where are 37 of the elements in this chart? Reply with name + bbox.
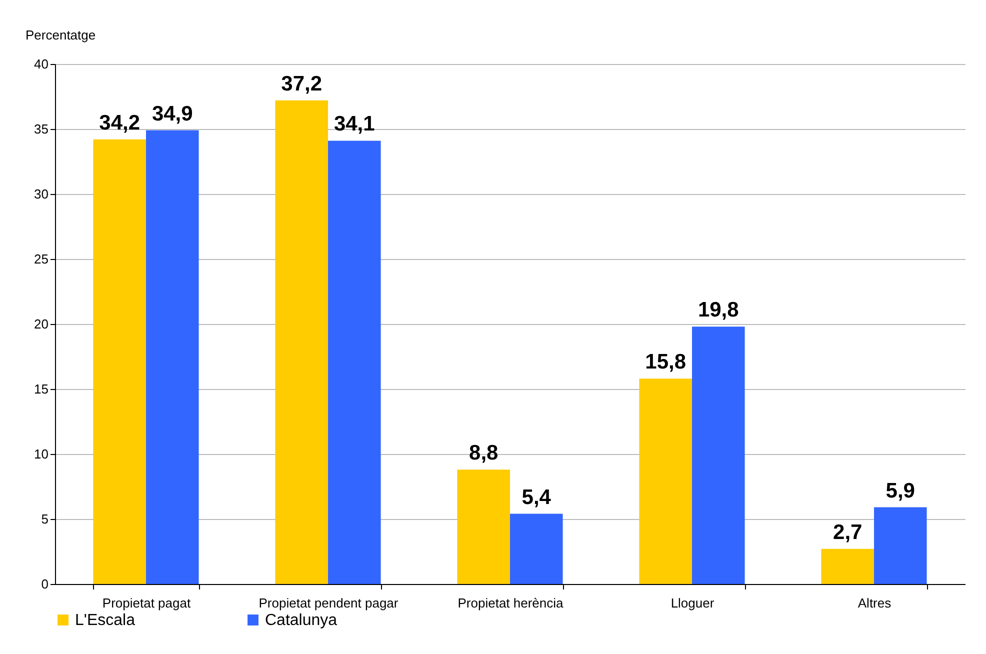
bar [510,514,563,584]
y-tick-label: 40 [34,56,48,72]
bar [275,100,328,584]
y-tick-label: 20 [34,316,48,332]
y-tick-label: 0 [41,576,48,592]
data-label: 15,8 [645,350,686,374]
data-label: 34,1 [334,112,376,136]
data-label: 8,8 [469,442,499,465]
y-tick-label: 30 [34,186,48,202]
data-label: 34,9 [152,102,193,126]
bar [146,130,199,584]
y-tick-label: 25 [34,252,48,266]
data-label: 37,2 [281,72,322,96]
bar [639,378,692,584]
bar [93,139,146,584]
x-tick-label: Propietat pagat [102,596,191,610]
data-label: 2,7 [833,520,862,544]
bar [821,548,874,584]
bar [457,470,510,584]
bar [692,326,745,584]
data-label: 19,8 [698,298,740,322]
x-tick-label: Propietat herència [458,596,564,610]
data-label: 5,4 [522,486,552,509]
x-tick-label: Lloguer [670,596,715,610]
y-axis-title: Percentatge [26,28,96,42]
data-label: 5,9 [886,479,915,502]
y-tick-label: 10 [34,446,48,462]
legend-label: Catalunya [265,612,338,629]
data-label: 34,2 [99,111,140,134]
bar [874,507,927,584]
bar [328,140,381,584]
y-tick-label: 35 [34,122,48,136]
x-tick-label: Altres [858,596,892,610]
y-tick-label: 5 [41,512,48,526]
legend-label: L'Escala [75,612,136,629]
x-tick-label: Propietat pendent pagar [258,596,399,610]
y-tick-label: 15 [34,382,48,396]
